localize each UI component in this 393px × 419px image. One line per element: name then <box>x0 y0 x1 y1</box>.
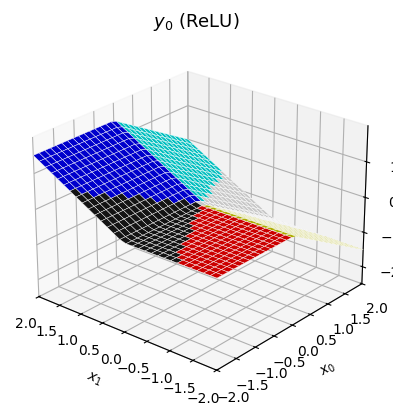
Title: $y_0$ (ReLU): $y_0$ (ReLU) <box>153 11 240 34</box>
X-axis label: $x_1$: $x_1$ <box>84 370 105 389</box>
Y-axis label: $x_0$: $x_0$ <box>317 359 338 380</box>
